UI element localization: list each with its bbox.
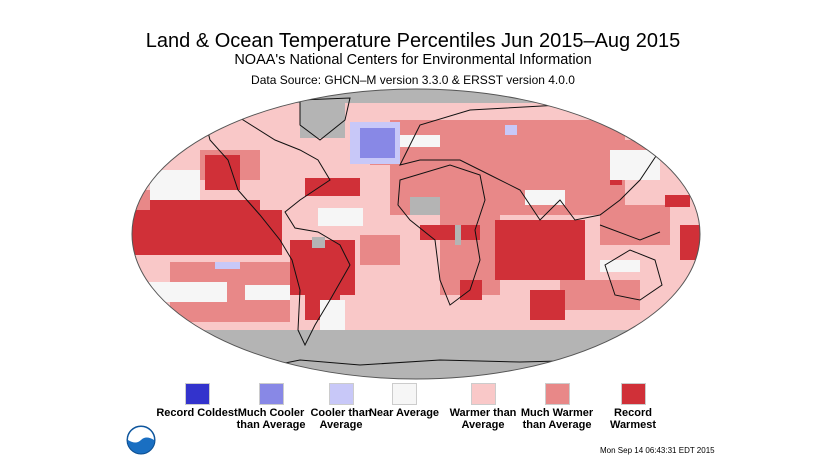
map-border bbox=[131, 88, 701, 380]
legend-swatch bbox=[620, 383, 646, 405]
legend-swatch bbox=[328, 383, 354, 405]
legend-label: Record Warmest bbox=[609, 407, 657, 431]
data-source: Data Source: GHCN–M version 3.3.0 & ERSS… bbox=[251, 73, 575, 87]
legend-label: Much Cooler than Average bbox=[236, 407, 306, 431]
much-cooler-region bbox=[360, 128, 395, 158]
legend-label: Warmer than Average bbox=[449, 407, 517, 431]
legend-warmer: Warmer than Average bbox=[438, 383, 528, 431]
noaa-logo bbox=[126, 425, 156, 455]
legend-record-coldest: Record Coldest bbox=[152, 383, 242, 420]
legend-much-warmer: Much Warmer than Average bbox=[512, 383, 602, 431]
legend-label: Cooler than Average bbox=[310, 407, 372, 431]
legend-record-warmest: Record Warmest bbox=[600, 383, 666, 431]
legend-swatch bbox=[391, 383, 417, 405]
legend-near-average: Near Average bbox=[366, 383, 442, 420]
legend-swatch bbox=[544, 383, 570, 405]
legend-swatch bbox=[258, 383, 284, 405]
legend-swatch bbox=[184, 383, 210, 405]
legend-much-cooler: Much Cooler than Average bbox=[226, 383, 316, 431]
map-title: Land & Ocean Temperature Percentiles Jun… bbox=[145, 30, 681, 52]
legend-label: Near Average bbox=[368, 407, 440, 419]
legend-cooler: Cooler than Average bbox=[296, 383, 386, 431]
map-subtitle: NOAA's National Centers for Environmenta… bbox=[234, 52, 592, 68]
legend-swatch bbox=[470, 383, 496, 405]
legend-label: Much Warmer than Average bbox=[520, 407, 594, 431]
legend-label: Record Coldest bbox=[156, 407, 238, 419]
timestamp: Mon Sep 14 06:43:31 EDT 2015 bbox=[600, 446, 715, 455]
